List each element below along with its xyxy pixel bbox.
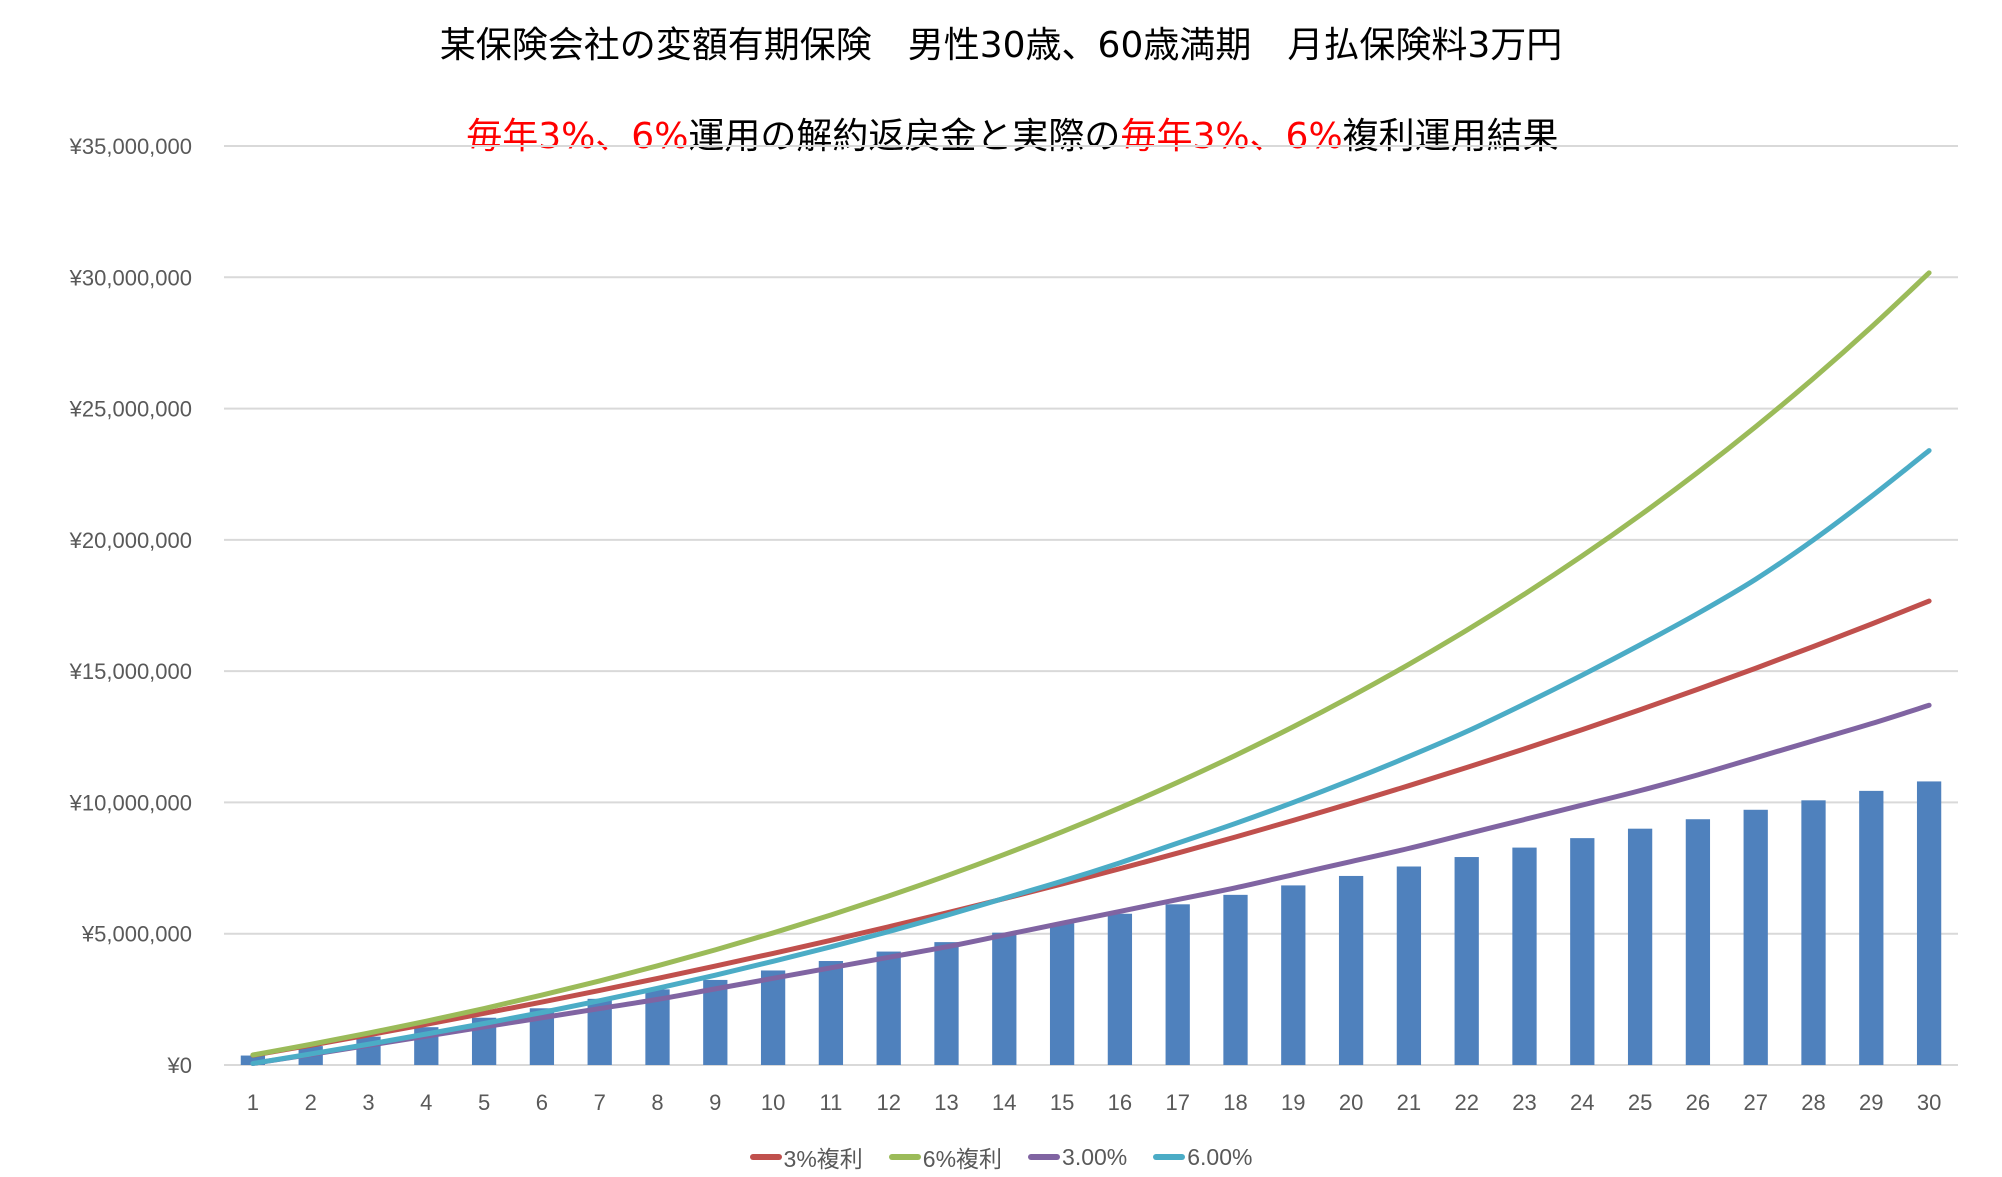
series-line: [250, 448, 1932, 1066]
bar: [240, 1055, 266, 1065]
x-tick-label: 10: [761, 1090, 785, 1115]
chart-legend: 3%複利 6%複利 3.00% 6.00%: [0, 1140, 2002, 1174]
bar: [1107, 913, 1133, 1065]
x-tick-label: 29: [1859, 1090, 1883, 1115]
x-tick-label: 7: [594, 1090, 606, 1115]
bar: [992, 932, 1017, 1065]
x-tick-label: 18: [1223, 1090, 1247, 1115]
bar: [1281, 885, 1306, 1065]
bar: [1627, 828, 1653, 1065]
legend-label: 3%複利: [783, 1146, 863, 1172]
legend-item: 6%複利: [888, 1140, 1003, 1174]
bar: [1338, 875, 1364, 1065]
y-tick-label: ¥10,000,000: [69, 790, 192, 815]
bar: [1570, 838, 1595, 1065]
bar: [1743, 809, 1768, 1065]
x-tick-label: 9: [709, 1090, 721, 1115]
x-tick-label: 15: [1050, 1090, 1074, 1115]
x-tick-label: 24: [1570, 1090, 1594, 1115]
y-tick-label: ¥25,000,000: [69, 397, 192, 422]
bar: [1454, 857, 1479, 1065]
x-tick-label: 1: [247, 1090, 259, 1115]
bar: [1685, 819, 1711, 1065]
legend-label: 6%複利: [922, 1146, 1003, 1172]
bar: [1165, 904, 1190, 1065]
title-segment-highlight: 毎年3%、6%: [466, 116, 689, 157]
legend-swatch: [1153, 1154, 1186, 1160]
legend-item: 6.00%: [1153, 1140, 1252, 1174]
x-tick-label: 6: [536, 1090, 548, 1115]
legend-label: 3.00%: [1062, 1143, 1128, 1170]
x-tick-label: 5: [478, 1090, 490, 1115]
bar: [1512, 847, 1537, 1065]
bar: [1916, 781, 1942, 1065]
bar: [1223, 894, 1248, 1065]
x-tick-label: 23: [1512, 1090, 1536, 1115]
legend-swatch: [888, 1154, 921, 1160]
x-tick-label: 22: [1454, 1090, 1478, 1115]
legend-swatch: [749, 1154, 782, 1160]
x-tick-label: 20: [1339, 1090, 1363, 1115]
bar: [760, 970, 786, 1065]
x-tick-label: 8: [651, 1090, 663, 1115]
legend-item: 3.00%: [1028, 1140, 1127, 1174]
x-tick-label: 21: [1397, 1090, 1421, 1115]
title-segment: 運用の解約返戻金と実際の: [688, 116, 1121, 157]
legend-label: 6.00%: [1187, 1143, 1253, 1170]
bar: [1396, 866, 1422, 1065]
y-tick-label: ¥5,000,000: [81, 922, 192, 947]
legend-item: 3%複利: [749, 1140, 863, 1174]
x-tick-label: 2: [305, 1090, 317, 1115]
title-segment: 複利運用結果: [1342, 116, 1559, 157]
x-tick-label: 4: [420, 1090, 432, 1115]
bar: [876, 951, 901, 1065]
x-tick-label: 13: [934, 1090, 958, 1115]
x-tick-label: 27: [1743, 1090, 1767, 1115]
x-tick-label: 14: [992, 1090, 1016, 1115]
y-tick-label: ¥35,000,000: [69, 134, 192, 159]
x-tick-label: 28: [1801, 1090, 1825, 1115]
x-tick-label: 30: [1917, 1090, 1941, 1115]
x-tick-label: 16: [1108, 1090, 1132, 1115]
x-tick-label: 19: [1281, 1090, 1305, 1115]
x-tick-label: 26: [1686, 1090, 1710, 1115]
series-line: [250, 702, 1932, 1066]
bar: [1859, 790, 1884, 1065]
x-tick-label: 25: [1628, 1090, 1652, 1115]
legend-swatch: [1028, 1154, 1061, 1160]
y-tick-label: ¥15,000,000: [69, 659, 192, 684]
chart-title-line1: 某保険会社の変額有期保険 男性30歳、60歳満期 月払保険料3万円: [439, 25, 1563, 66]
x-tick-label: 3: [362, 1090, 374, 1115]
y-tick-label: ¥20,000,000: [69, 528, 192, 553]
y-tick-label: ¥30,000,000: [69, 265, 192, 290]
series-line: [250, 598, 1932, 1058]
bar: [818, 961, 844, 1065]
bar: [934, 942, 959, 1065]
series-line: [250, 270, 1932, 1058]
title-segment-highlight: 毎年3%、6%: [1120, 116, 1343, 157]
bar: [1801, 800, 1826, 1065]
y-tick-label: ¥0: [167, 1053, 192, 1078]
bar: [703, 979, 728, 1065]
x-tick-label: 12: [876, 1090, 900, 1115]
chart-title-line2: 毎年3%、6%運用の解約返戻金と実際の毎年3%、6%複利運用結果: [0, 66, 2002, 159]
x-tick-label: 17: [1165, 1090, 1189, 1115]
bar: [1049, 923, 1075, 1065]
x-tick-label: 11: [819, 1090, 842, 1115]
